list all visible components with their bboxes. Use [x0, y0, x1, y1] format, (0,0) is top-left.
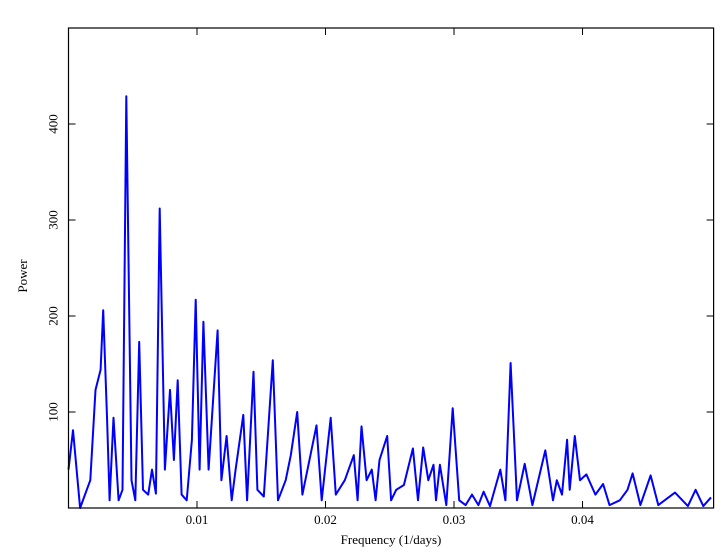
- x-tick-label: 0.04: [571, 512, 594, 527]
- x-tick-label: 0.01: [186, 512, 209, 527]
- y-tick-label: 200: [45, 306, 60, 326]
- data-line: [67, 95, 712, 509]
- y-tick-label: 400: [45, 114, 60, 134]
- y-tick-label: 300: [45, 210, 60, 230]
- y-tick-label: 100: [45, 402, 60, 422]
- y-axis-label: Power: [15, 259, 30, 293]
- x-axis-label: Frequency (1/days): [341, 532, 442, 547]
- x-tick-label: 0.02: [314, 512, 337, 527]
- plot-frame: [67, 27, 715, 509]
- x-tick-label: 0.03: [443, 512, 466, 527]
